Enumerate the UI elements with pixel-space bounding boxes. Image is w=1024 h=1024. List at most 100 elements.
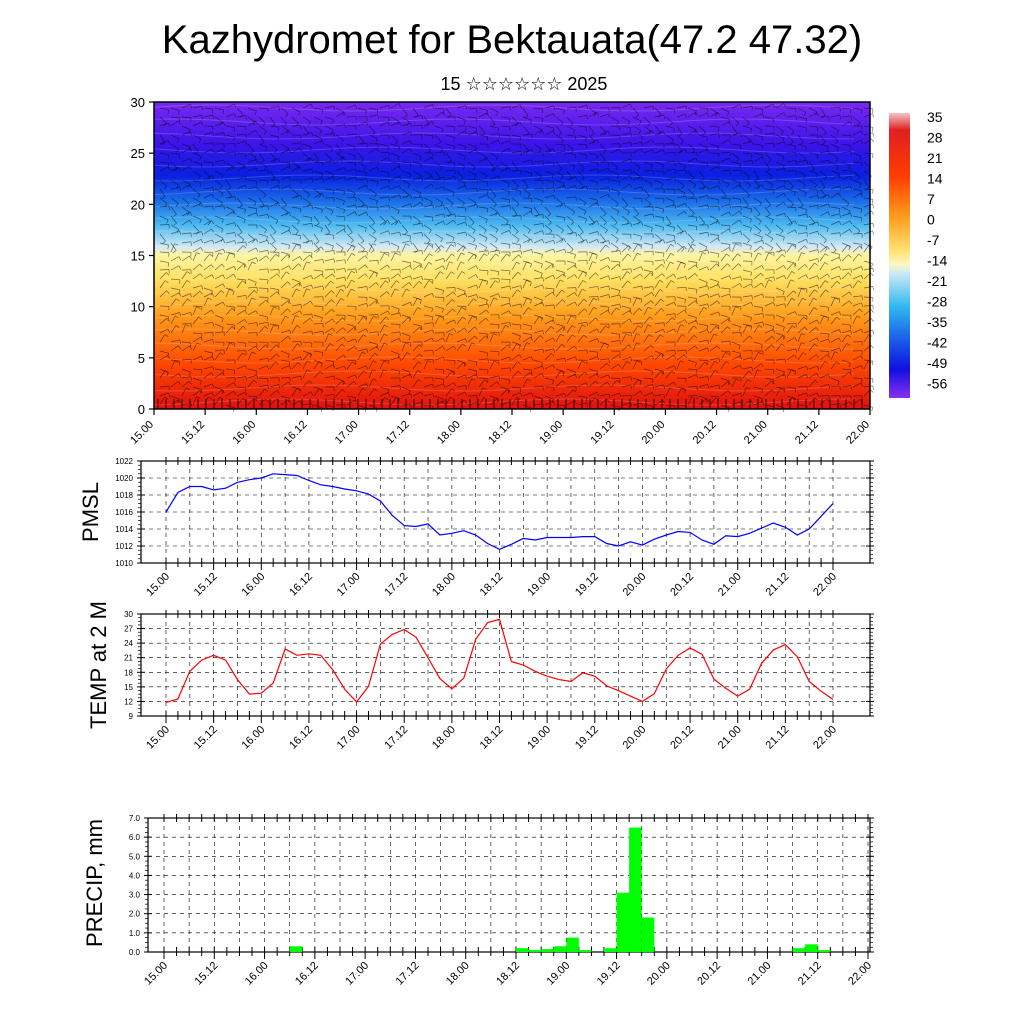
x-tick-label: 20.00: [621, 571, 649, 599]
wind-barb: [797, 238, 809, 244]
x-tick-label: 18.00: [444, 960, 472, 988]
wind-barb: [841, 228, 852, 235]
wind-barb: [456, 271, 466, 280]
wind-barb: [522, 134, 533, 139]
wind-barb: [841, 284, 853, 289]
colorbar-label: 0: [927, 212, 935, 228]
wind-barb: [841, 268, 852, 273]
wind-barb: [676, 148, 688, 154]
wind-barb: [258, 152, 265, 163]
wind-barb: [808, 365, 820, 371]
wind-barb: [390, 206, 400, 215]
wind-barb: [225, 134, 236, 142]
wind-barb: [555, 150, 566, 156]
wind-barb: [313, 188, 322, 199]
wind-barb: [764, 161, 771, 172]
x-tick-label: 19.12: [595, 960, 623, 988]
wind-barb: [555, 134, 564, 144]
wind-barb: [666, 341, 676, 346]
wind-barb: [819, 350, 830, 356]
wind-barb: [841, 372, 852, 379]
x-tick-label: 20.12: [668, 571, 696, 599]
wind-barb: [687, 197, 698, 204]
wind-barb: [863, 197, 874, 204]
wind-barb: [786, 271, 796, 280]
wind-barb: [643, 188, 650, 199]
wind-barb: [489, 139, 501, 145]
wind-barb: [181, 241, 192, 246]
wind-barb: [203, 253, 214, 262]
wind-barb: [214, 132, 226, 137]
wind-barb: [544, 239, 556, 245]
wind-barb: [170, 256, 182, 262]
wind-barb: [577, 269, 587, 277]
wind-barb: [269, 134, 280, 141]
wind-barb: [555, 215, 566, 222]
wind-barb: [588, 338, 600, 343]
wind-barb: [313, 371, 324, 379]
wind-barb: [181, 131, 193, 136]
wind-barb: [324, 258, 336, 263]
wind-barb: [621, 245, 632, 253]
wind-barb: [335, 298, 345, 307]
wind-barb: [665, 365, 677, 370]
wind-barb: [423, 337, 435, 343]
wind-barb: [214, 372, 225, 379]
wind-barb: [676, 354, 687, 361]
wind-barb: [687, 368, 698, 374]
wind-barb: [335, 224, 346, 230]
wind-barb: [313, 177, 324, 183]
wind-barb: [764, 152, 772, 163]
wind-barb: [346, 125, 357, 130]
wind-barb: [654, 298, 665, 307]
wind-barb: [632, 333, 641, 343]
wind-barb: [819, 280, 829, 289]
wind-barb: [775, 201, 786, 208]
wind-barb: [720, 350, 731, 356]
wind-barb: [324, 242, 334, 250]
wind-barb: [863, 107, 874, 113]
wind-barb: [214, 301, 226, 307]
wind-barb: [445, 291, 456, 298]
wind-barb: [764, 179, 773, 189]
wind-barb: [544, 130, 556, 136]
wind-barb: [291, 215, 300, 225]
wind-barb: [324, 176, 336, 181]
colorbar-label: -35: [927, 314, 947, 330]
wind-barb: [654, 239, 666, 244]
wind-barb: [280, 176, 292, 181]
wind-barb: [313, 140, 325, 145]
colorbar-label: -49: [927, 355, 947, 371]
wind-barb: [753, 107, 764, 114]
wind-barb: [269, 361, 279, 370]
wind-barb: [808, 152, 819, 159]
wind-barb: [577, 152, 588, 160]
wind-barb: [720, 228, 731, 235]
wind-barb: [401, 404, 412, 409]
wind-barb: [478, 269, 489, 275]
wind-barb: [863, 404, 874, 412]
wind-barb: [720, 340, 731, 346]
wind-barb: [225, 151, 236, 157]
wind-barb: [797, 365, 809, 371]
wind-barb: [181, 157, 193, 163]
wind-barb: [841, 197, 850, 207]
wind-barb: [709, 369, 719, 379]
wind-barb: [533, 238, 545, 244]
wind-barb: [742, 379, 752, 388]
wind-barb: [401, 317, 412, 325]
wind-barb: [533, 143, 542, 153]
wind-barb: [423, 314, 434, 321]
wind-barb: [786, 354, 797, 361]
wind-barb: [610, 350, 621, 356]
wind-barb: [390, 166, 402, 172]
wind-barb: [478, 253, 488, 262]
wind-barb: [511, 354, 522, 361]
wind-barb: [203, 175, 215, 181]
wind-barb: [687, 170, 695, 181]
wind-barb: [247, 351, 256, 361]
wind-barb: [423, 360, 432, 370]
wind-barb: [379, 196, 390, 201]
wind-barb: [390, 242, 400, 251]
